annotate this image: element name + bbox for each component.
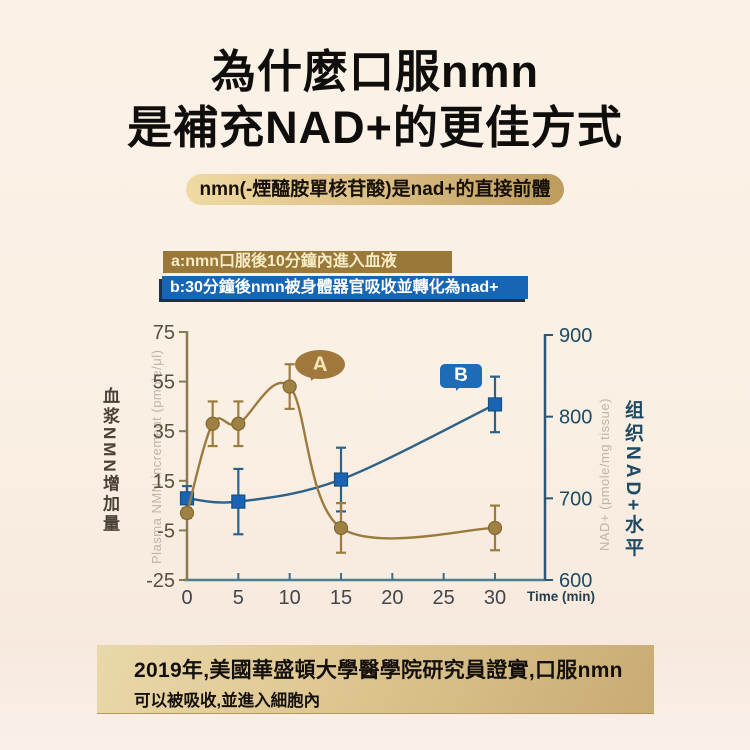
annotation-bubble-a: A [295,350,345,390]
x-tick-label: 30 [484,587,506,609]
left-tick-label: 55 [153,372,175,394]
right-tick-label: 600 [559,570,592,592]
marker-circle [205,416,220,431]
title-line-2: 是補充NAD+的更佳方式 [127,102,623,153]
left-tick-label: -25 [146,570,175,592]
right-tick-label: 800 [559,407,592,429]
x-tick-label: 25 [433,587,455,609]
marker-circle [487,520,503,536]
annotation-bubble-b: B [440,364,482,399]
marker-circle [231,416,246,431]
marker-square [487,397,503,412]
marker-circle [179,505,195,521]
series-A [179,363,503,554]
footer-note: 2019年,美國華盛頓大學醫學院研究員證實,口服nmn 可以被吸收,並進入細胞內 [97,645,654,714]
left-tick-label: -5 [157,520,175,542]
left-axis-label-zh: 血浆NMN增加量 [100,387,119,535]
left-tick-label: 35 [153,421,175,443]
x-tick-label: 0 [181,587,192,609]
bubble-a-letter: A [312,353,328,376]
subtitle-badge: nmn(-煙醯胺單核苷酸)是nad+的直接前體 [186,174,564,205]
page-title: 為什麼口服nmn 是補充NAD+的更佳方式 [0,44,750,156]
callout-a-label: a:nmn口服後10分鐘內進入血液 [163,251,452,273]
left-tick-label: 75 [153,322,175,344]
bubble-b-letter: B [454,365,468,386]
x-tick-label: 5 [233,587,244,609]
title-line-1: 為什麼口服nmn [211,46,539,97]
right-axis-label-zh: 组织NAD+水平 [622,400,643,561]
x-tick-label: 20 [381,587,403,609]
callout-b-label: b:30分鐘後nmn被身體器官吸收並轉化為nad+ [162,276,528,299]
marker-square [231,494,246,509]
nmn-nad-line-chart: 75 55 35 15 -5 -25 0 5 10 15 20 25 30 900 800 700 600 [146,322,592,609]
right-axis-label-en: NAD+ (pmole/mg tissue) [597,398,612,552]
marker-circle [333,520,349,536]
marker-circle [282,379,297,394]
x-tick-label: 10 [279,587,301,609]
marker-square [333,472,349,487]
footer-line-1: 2019年,美國華盛頓大學醫學院研究員證實,口服nmn [134,659,623,682]
right-tick-label: 900 [559,325,592,347]
x-axis-label: Time (min) [527,589,596,604]
left-tick-label: 15 [153,471,175,493]
footer-line-2: 可以被吸收,並進入細胞內 [134,692,321,710]
right-tick-label: 700 [559,488,592,510]
series-B-curve [186,403,496,504]
x-tick-label: 15 [330,587,352,609]
